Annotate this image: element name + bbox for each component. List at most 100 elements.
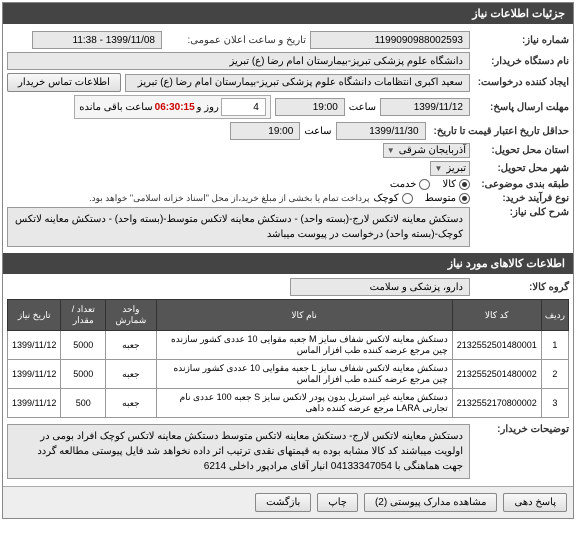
panel-title: جزئیات اطلاعات نیاز <box>3 3 573 24</box>
process-label: نوع فرآیند خرید: <box>474 193 569 204</box>
chevron-down-icon: ▼ <box>434 164 442 173</box>
table-row: 12132552501480001دستکش معاینه لاتکس شفاف… <box>8 331 569 360</box>
reply-button[interactable]: پاسخ دهی <box>503 493 567 512</box>
row-city: شهر محل تحویل: تبریز ▼ <box>7 161 569 176</box>
table-cell: 5000 <box>61 360 106 389</box>
public-date-label: تاریخ و ساعت اعلان عمومی: <box>166 35 306 46</box>
deadline-time: 19:00 <box>275 98 345 116</box>
deadline-label: مهلت ارسال پاسخ: <box>474 102 569 113</box>
counter-time: 06:30:15 <box>155 102 195 113</box>
group-label: گروه کالا: <box>474 282 569 293</box>
row-budget: طبقه بندی موضوعی: کالا خدمت <box>7 179 569 190</box>
group-value: دارو، پزشکی و سلامت <box>290 278 470 296</box>
table-col-header: کد کالا <box>452 300 541 331</box>
table-cell: جعبه <box>106 360 156 389</box>
table-cell: 1399/11/12 <box>8 389 61 418</box>
buyer-label: نام دستگاه خریدار: <box>474 56 569 67</box>
process-note: پرداخت تمام یا بخشی از مبلغ خرید،از محل … <box>89 193 369 204</box>
province-label: استان محل تحویل: <box>474 145 569 156</box>
row-number: شماره نیاز: 1199090988002593 تاریخ و ساع… <box>7 31 569 49</box>
print-button[interactable]: چاپ <box>317 493 358 512</box>
radio-icon <box>459 179 470 190</box>
table-cell: دستکش معاینه لاتکس شفاف سایز L جعبه مقوا… <box>156 360 452 389</box>
radio-icon <box>402 193 413 204</box>
deadline-date: 1399/11/12 <box>380 98 470 116</box>
need-number-label: شماره نیاز: <box>474 35 569 46</box>
credit-date: 1399/11/30 <box>336 122 426 140</box>
row-process: نوع فرآیند خرید: متوسط کوچک پرداخت تمام … <box>7 193 569 204</box>
credit-label: حداقل تاریخ اعتبار قیمت تا تاریخ: <box>430 126 569 137</box>
contact-button[interactable]: اطلاعات تماس خریدار <box>7 73 121 92</box>
goods-table: ردیفکد کالانام کالاواحد شمارشتعداد / مقد… <box>7 299 569 418</box>
main-panel: جزئیات اطلاعات نیاز شماره نیاز: 11990909… <box>2 2 574 519</box>
creator-label: ایجاد کننده درخواست: <box>474 77 569 88</box>
process-radio-group: متوسط کوچک <box>374 193 470 204</box>
row-buyer: نام دستگاه خریدار: دانشگاه علوم پزشکی تب… <box>7 52 569 70</box>
table-cell: 1 <box>541 331 568 360</box>
table-col-header: واحد شمارش <box>106 300 156 331</box>
buyer-name: دانشگاه علوم پزشکی تبریز-بیمارستان امام … <box>7 52 470 70</box>
city-label: شهر محل تحویل: <box>474 163 569 174</box>
buyer-note: دستکش معاینه لاتکس لارج- دستکش معاینه لا… <box>7 424 470 479</box>
table-col-header: نام کالا <box>156 300 452 331</box>
credit-time: 19:00 <box>230 122 300 140</box>
table-body: 12132552501480001دستکش معاینه لاتکس شفاف… <box>8 331 569 418</box>
table-row: 22132552501480002دستکش معاینه لاتکس شفاف… <box>8 360 569 389</box>
table-cell: 2132552501480002 <box>452 360 541 389</box>
table-col-header: تاریخ نیاز <box>8 300 61 331</box>
counter-days: 4 <box>221 98 266 116</box>
row-credit: حداقل تاریخ اعتبار قیمت تا تاریخ: 1399/1… <box>7 122 569 140</box>
table-cell: 3 <box>541 389 568 418</box>
radio-icon <box>419 179 430 190</box>
budget-opt2[interactable]: خدمت <box>390 179 431 190</box>
table-col-header: تعداد / مقدار <box>61 300 106 331</box>
table-cell: دستکش معاینه لاتکس شفاف سایز M جعبه مقوا… <box>156 331 452 360</box>
counter: 4 روز و 06:30:15 ساعت باقی مانده <box>74 95 271 119</box>
public-date: 1399/11/08 - 11:38 <box>32 31 162 49</box>
creator-name: سعید اکبری انتظامات دانشگاه علوم پزشکی ت… <box>125 74 470 92</box>
buyer-note-label: توضیحات خریدار: <box>474 424 569 435</box>
row-creator: ایجاد کننده درخواست: سعید اکبری انتظامات… <box>7 73 569 92</box>
budget-label: طبقه بندی موضوعی: <box>474 179 569 190</box>
table-cell: جعبه <box>106 331 156 360</box>
row-general: شرح کلی نیاز: دستکش معاینه لاتکس لارج-(ب… <box>7 207 569 247</box>
city-select[interactable]: تبریز ▼ <box>430 161 470 176</box>
chevron-down-icon: ▼ <box>387 146 395 155</box>
table-col-header: ردیف <box>541 300 568 331</box>
row-deadline: مهلت ارسال پاسخ: 1399/11/12 ساعت 19:00 4… <box>7 95 569 119</box>
province-select[interactable]: آذربایجان شرقی ▼ <box>383 143 470 158</box>
table-cell: جعبه <box>106 389 156 418</box>
budget-radio-group: کالا خدمت <box>390 179 470 190</box>
province-value: آذربایجان شرقی <box>399 145 466 156</box>
table-cell: دستکش معاینه غیر استریل بدون پودر لاتکس … <box>156 389 452 418</box>
city-value: تبریز <box>446 163 466 174</box>
table-cell: 2132552170800002 <box>452 389 541 418</box>
table-cell: 1399/11/12 <box>8 360 61 389</box>
table-cell: 2 <box>541 360 568 389</box>
time-label-1: ساعت <box>349 102 376 113</box>
table-header-row: ردیفکد کالانام کالاواحد شمارشتعداد / مقد… <box>8 300 569 331</box>
table-cell: 5000 <box>61 331 106 360</box>
counter-tail: ساعت باقی مانده <box>79 102 152 113</box>
panel-body: شماره نیاز: 1199090988002593 تاریخ و ساع… <box>3 24 573 486</box>
row-group: گروه کالا: دارو، پزشکی و سلامت <box>7 278 569 296</box>
general-label: شرح کلی نیاز: <box>474 207 569 218</box>
goods-header: اطلاعات کالاهای مورد نیاز <box>3 253 573 274</box>
general-desc: دستکش معاینه لاتکس لارج-(بسته واحد) - دس… <box>7 207 470 247</box>
table-cell: 500 <box>61 389 106 418</box>
table-cell: 2132552501480001 <box>452 331 541 360</box>
radio-icon <box>459 193 470 204</box>
process-opt2[interactable]: کوچک <box>374 193 413 204</box>
table-row: 32132552170800002دستکش معاینه غیر استریل… <box>8 389 569 418</box>
table-cell: 1399/11/12 <box>8 331 61 360</box>
back-button[interactable]: بازگشت <box>255 493 311 512</box>
process-opt1[interactable]: متوسط <box>425 193 470 204</box>
row-province: استان محل تحویل: آذربایجان شرقی ▼ <box>7 143 569 158</box>
row-buyer-note: توضیحات خریدار: دستکش معاینه لاتکس لارج-… <box>7 424 569 479</box>
counter-days-label: روز و <box>197 102 219 113</box>
footer: پاسخ دهی مشاهده مدارک پیوستی (2) چاپ باز… <box>3 486 573 518</box>
budget-opt1[interactable]: کالا <box>442 179 470 190</box>
time-label-2: ساعت <box>304 126 331 137</box>
attachments-button[interactable]: مشاهده مدارک پیوستی (2) <box>364 493 498 512</box>
need-number: 1199090988002593 <box>310 31 470 49</box>
